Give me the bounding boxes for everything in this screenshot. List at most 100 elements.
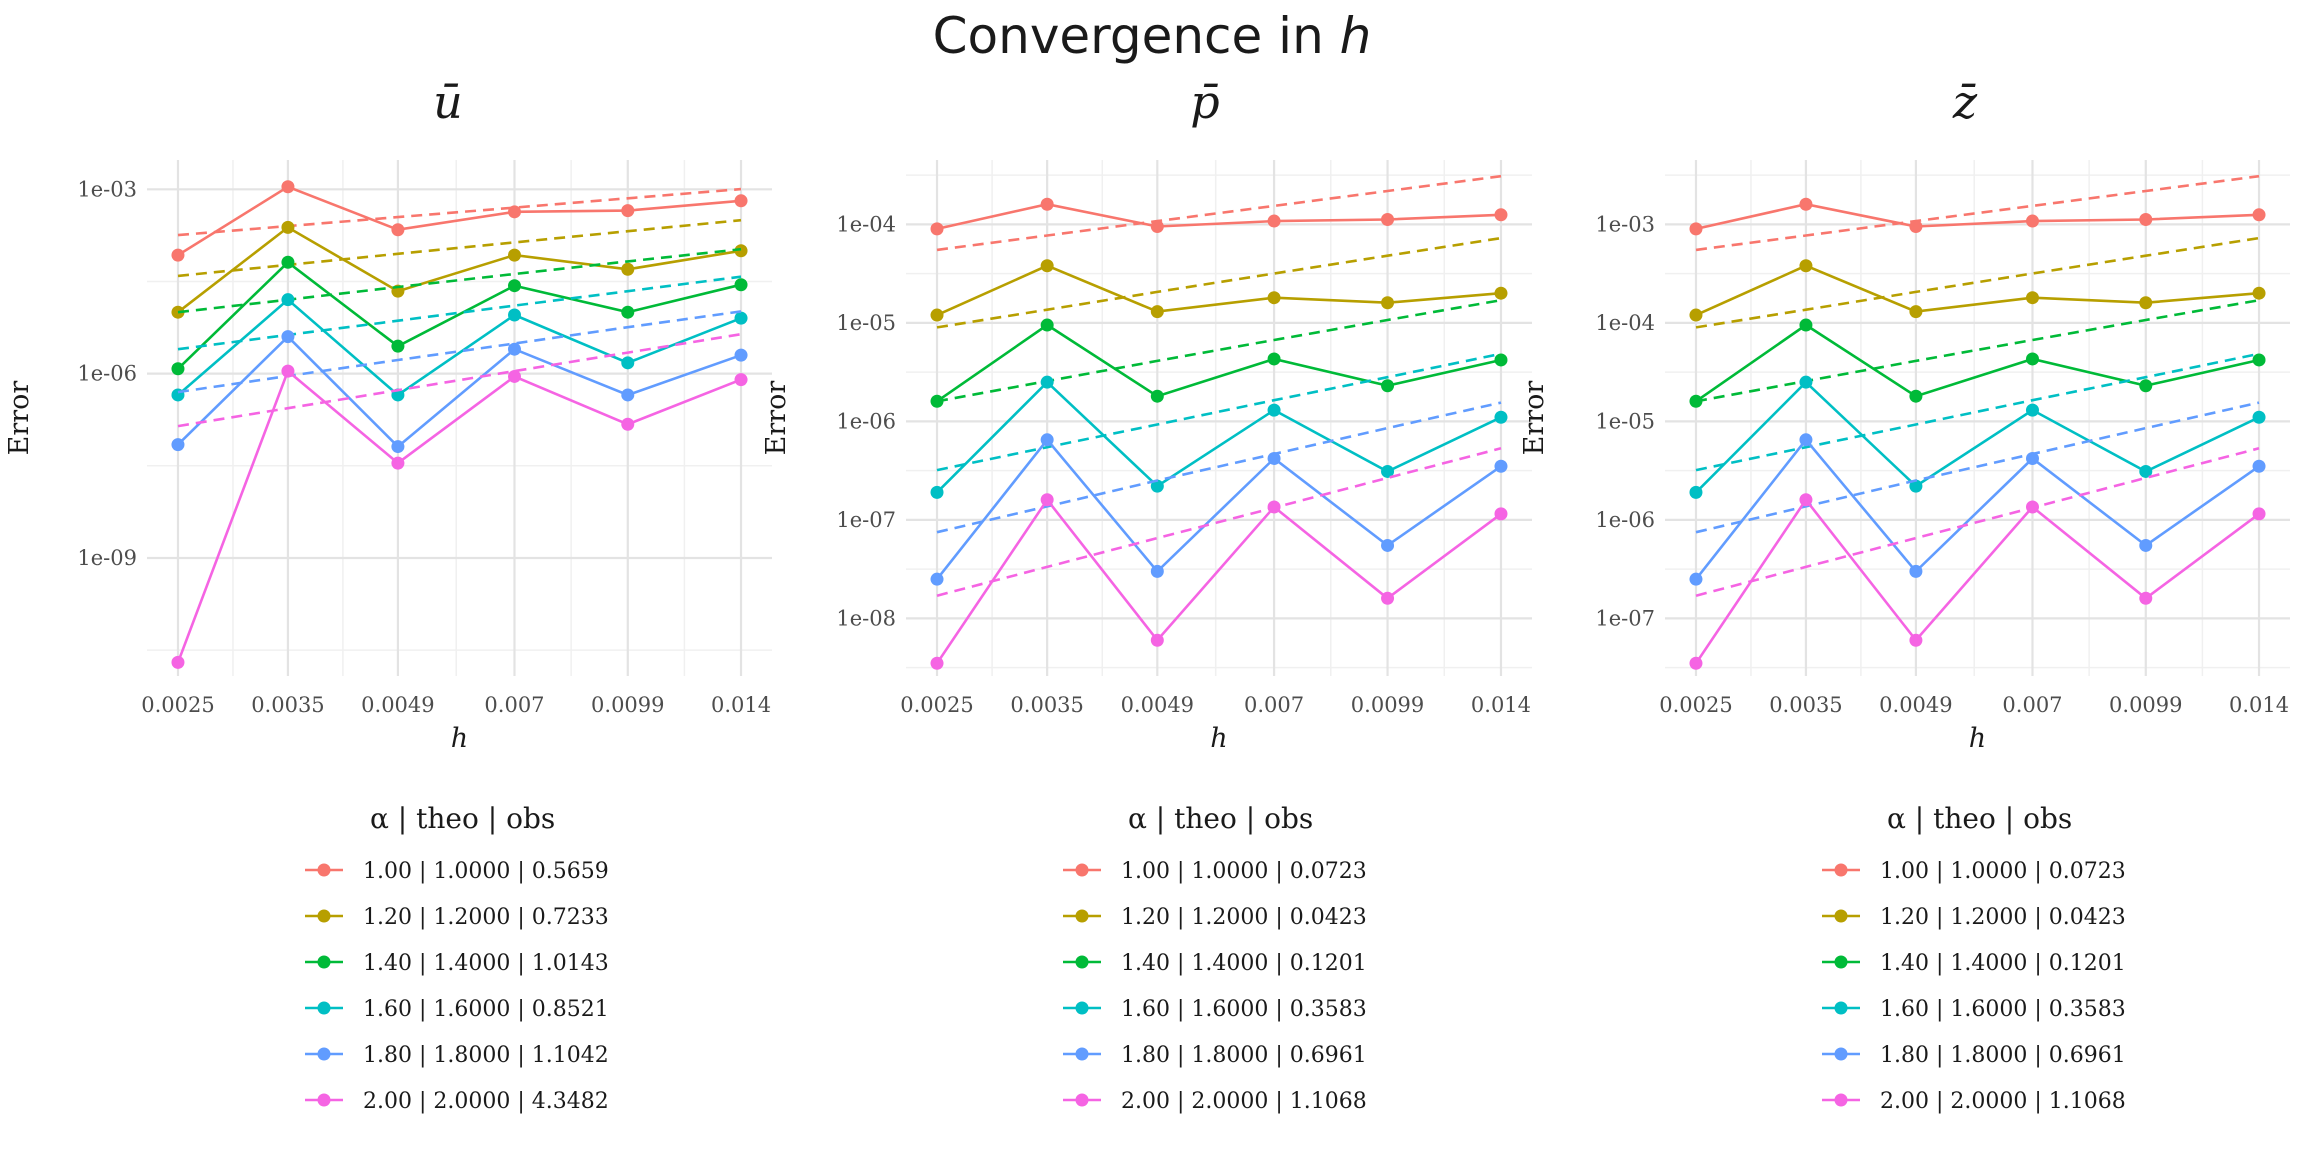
theoretical-line bbox=[1695, 236, 2260, 329]
series-line bbox=[1694, 497, 2260, 665]
theoretical-line bbox=[177, 310, 742, 394]
data-point bbox=[930, 222, 944, 236]
legend: α | theo | obs 1.00 | 1.0000 | 0.0723 1.20… bbox=[1063, 802, 1367, 1114]
data-point bbox=[1689, 394, 1703, 408]
theoretical-line bbox=[936, 298, 1502, 403]
series-1 bbox=[1689, 174, 2266, 252]
data-point bbox=[507, 248, 521, 262]
figure-title: Convergence in h bbox=[0, 4, 2304, 68]
y-tick-label: 1e-06 bbox=[1595, 508, 1655, 532]
x-tick-label: 0.0025 bbox=[900, 693, 973, 717]
data-point bbox=[2025, 214, 2039, 228]
series-line bbox=[936, 202, 1502, 231]
y-tick-label: 1e-08 bbox=[836, 606, 896, 630]
data-point bbox=[1267, 214, 1281, 228]
legend-key-point bbox=[1834, 1093, 1848, 1107]
x-tick-label: 0.0099 bbox=[591, 693, 664, 717]
series-1 bbox=[930, 174, 1508, 252]
series-6 bbox=[171, 332, 748, 669]
data-point bbox=[281, 220, 295, 234]
legend-label: 1.20 | 1.2000 | 0.7233 bbox=[363, 905, 609, 930]
x-tick-label: 0.014 bbox=[2229, 693, 2289, 717]
y-tick-label: 1e-05 bbox=[1595, 409, 1655, 433]
x-tick-label: 0.0035 bbox=[1010, 693, 1083, 717]
theoretical-line bbox=[177, 332, 742, 428]
legend: α | theo | obs 1.00 | 1.0000 | 0.5659 1.20… bbox=[305, 802, 609, 1114]
series-line bbox=[177, 334, 742, 449]
panel-1: 0.0025 0.0035 0.0049 0.007 0.0099 0.014 1e-09 1… bbox=[4, 75, 772, 1114]
legend-header: α | theo | obs bbox=[1887, 802, 2072, 835]
data-point bbox=[2252, 410, 2266, 424]
series-line bbox=[936, 323, 1502, 403]
data-point bbox=[281, 330, 295, 344]
data-point bbox=[1799, 318, 1813, 332]
data-point bbox=[734, 278, 748, 292]
y-tick-label: 1e-04 bbox=[836, 212, 896, 236]
x-tick-label: 0.0099 bbox=[2109, 693, 2182, 717]
data-point bbox=[1150, 564, 1164, 578]
data-point bbox=[621, 305, 635, 319]
data-point bbox=[734, 194, 748, 208]
x-tick-label: 0.0049 bbox=[361, 693, 434, 717]
legend-label: 2.00 | 2.0000 | 1.1068 bbox=[1880, 1089, 2126, 1114]
x-axis-title: h bbox=[1210, 723, 1227, 754]
legend-key-point bbox=[1075, 909, 1089, 923]
series-line bbox=[936, 380, 1502, 494]
panel-title: z̄ bbox=[1952, 75, 1978, 129]
data-point bbox=[1494, 459, 1508, 473]
data-point bbox=[1150, 479, 1164, 493]
legend-label: 1.20 | 1.2000 | 0.0423 bbox=[1121, 905, 1367, 930]
legend-header: α | theo | obs bbox=[1128, 802, 1313, 835]
data-point bbox=[2139, 296, 2153, 310]
data-point bbox=[281, 293, 295, 307]
data-point bbox=[1799, 493, 1813, 507]
data-point bbox=[2025, 451, 2039, 465]
data-point bbox=[2139, 591, 2153, 605]
data-point bbox=[930, 394, 944, 408]
data-point bbox=[171, 438, 185, 452]
data-point bbox=[930, 656, 944, 670]
data-point bbox=[1381, 379, 1395, 393]
x-tick-label: 0.0035 bbox=[1769, 693, 1842, 717]
y-tick-label: 1e-06 bbox=[836, 409, 896, 433]
data-point bbox=[1150, 633, 1164, 647]
legend-key-point bbox=[1834, 909, 1848, 923]
legend-key-point bbox=[1834, 863, 1848, 877]
data-point bbox=[281, 255, 295, 269]
data-point bbox=[734, 244, 748, 258]
data-point bbox=[1381, 212, 1395, 226]
legend-label: 1.40 | 1.4000 | 0.1201 bbox=[1121, 951, 1367, 976]
legend-key-point bbox=[317, 955, 331, 969]
data-point bbox=[1040, 433, 1054, 447]
legend-label: 1.40 | 1.4000 | 0.1201 bbox=[1880, 951, 2126, 976]
panel-3: 0.0025 0.0035 0.0049 0.007 0.0099 0.014 1e-07 1… bbox=[1519, 75, 2290, 1114]
y-tick-label: 1e-05 bbox=[836, 311, 896, 335]
series-line bbox=[1694, 437, 2260, 581]
data-point bbox=[391, 223, 405, 237]
series-line bbox=[935, 437, 1502, 581]
series-3 bbox=[171, 247, 748, 376]
theoretical-line bbox=[1695, 174, 2260, 252]
legend-key-point bbox=[317, 1093, 331, 1107]
data-point bbox=[1799, 433, 1813, 447]
legend-key-point bbox=[1834, 1001, 1848, 1015]
data-point bbox=[621, 356, 635, 370]
legend-key-point bbox=[317, 1047, 331, 1061]
data-point bbox=[1150, 220, 1164, 234]
series-line bbox=[177, 297, 742, 397]
y-tick-label: 1e-03 bbox=[1595, 212, 1655, 236]
data-point bbox=[1494, 410, 1508, 424]
data-point bbox=[281, 180, 295, 194]
legend-key-point bbox=[317, 1001, 331, 1015]
data-point bbox=[1494, 353, 1508, 367]
data-point bbox=[1150, 305, 1164, 319]
series-line bbox=[1695, 323, 2260, 403]
data-point bbox=[621, 388, 635, 402]
theoretical-line bbox=[936, 401, 1502, 534]
data-point bbox=[391, 339, 405, 353]
data-point bbox=[1689, 485, 1703, 499]
legend-label: 1.00 | 1.0000 | 0.0723 bbox=[1121, 859, 1367, 884]
data-point bbox=[621, 262, 635, 276]
data-point bbox=[1494, 507, 1508, 521]
